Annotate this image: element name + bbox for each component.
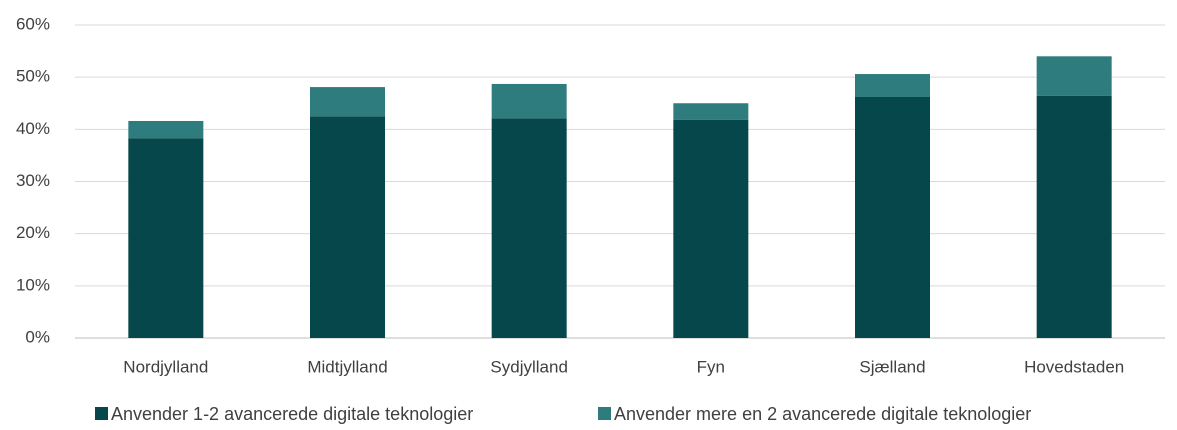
y-tick-label: 40% — [16, 119, 50, 138]
x-tick-label: Midtjylland — [307, 357, 387, 376]
y-tick-label: 10% — [16, 275, 50, 294]
legend-swatch — [598, 407, 611, 420]
x-tick-label: Sydjylland — [490, 357, 568, 376]
bar-segment — [128, 138, 204, 338]
y-tick-label: 30% — [16, 171, 50, 190]
bar-segment — [1036, 56, 1112, 96]
x-tick-label: Hovedstaden — [1024, 357, 1124, 376]
bar-segment — [491, 83, 567, 119]
bar-segment — [491, 118, 567, 339]
legend-label: Anvender 1-2 avancerede digitale teknolo… — [111, 404, 473, 424]
y-tick-label: 0% — [25, 327, 50, 346]
x-tick-label: Fyn — [697, 357, 725, 376]
bar-segment — [1036, 95, 1112, 339]
y-tick-label: 20% — [16, 223, 50, 242]
legend-swatch — [95, 407, 108, 420]
bar-segment — [128, 120, 204, 139]
y-tick-label: 50% — [16, 67, 50, 86]
bar-segment — [310, 116, 385, 339]
legend: Anvender 1-2 avancerede digitale teknolo… — [95, 404, 1031, 424]
bar-segment — [673, 103, 749, 120]
bar-segment — [855, 74, 930, 97]
y-tick-label: 60% — [16, 14, 50, 33]
x-tick-label: Nordjylland — [123, 357, 208, 376]
x-tick-label: Sjælland — [859, 357, 925, 376]
bar-segment — [855, 96, 930, 339]
bar-segment — [310, 87, 385, 117]
legend-label: Anvender mere en 2 avancerede digitale t… — [614, 404, 1031, 424]
bar-segment — [673, 119, 749, 339]
